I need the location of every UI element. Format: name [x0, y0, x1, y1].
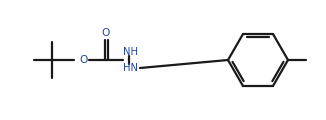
- Text: O: O: [102, 28, 110, 38]
- Text: NH: NH: [124, 47, 139, 57]
- Text: HN: HN: [124, 63, 139, 73]
- Text: O: O: [80, 55, 88, 65]
